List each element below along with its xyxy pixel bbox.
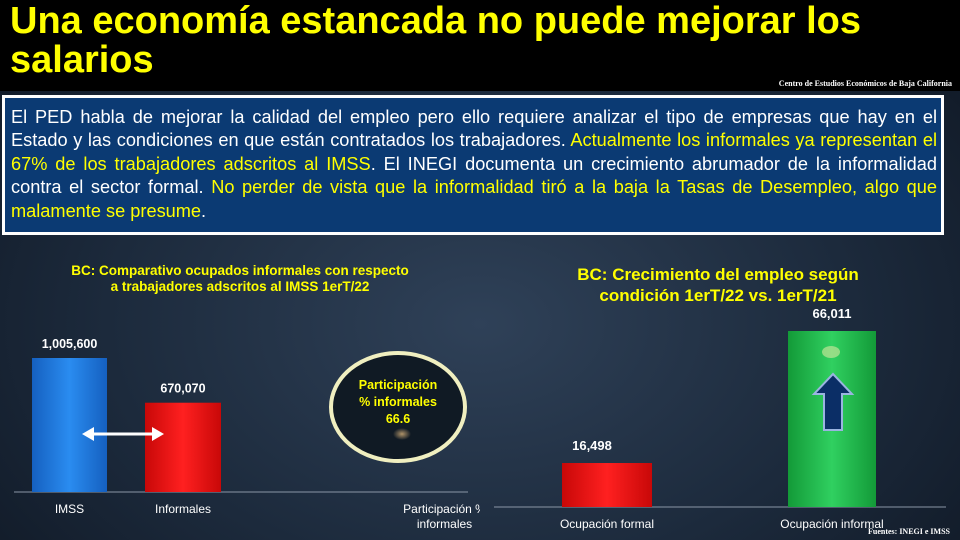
summary-highlight-1: Actualmente los informales ya representa…	[11, 130, 938, 174]
chart1-comparativo: 1,005,600 IMSS 670,070 Informales Participac…	[14, 337, 480, 531]
chart1-bar-informales	[145, 402, 221, 492]
chart1-category-label-informales: Informales	[155, 502, 211, 516]
title-band	[0, 0, 960, 91]
chart2-bar-ocupacion-formal	[562, 463, 652, 507]
up-arrow-icon	[811, 372, 855, 431]
summary-text-1: El PED habla de mejorar la calidad del e…	[11, 107, 937, 151]
page-title: Una economía estancada no puede mejorar …	[10, 0, 862, 81]
source-credit: Centro de Estudios Económicos de Baja Ca…	[778, 79, 952, 88]
chart1-category-label-imss: IMSS	[55, 502, 84, 516]
chart2-data-label-ocupacion-informal: 66,011	[812, 306, 851, 321]
chart2-category-label-ocupacion-formal: Ocupación formal	[560, 517, 654, 531]
summary-text-3: .	[201, 200, 207, 221]
chart2-bar-highlight	[822, 346, 840, 358]
chart1-data-label-imss: 1,005,600	[42, 337, 98, 351]
callout-line1: Participación	[359, 378, 438, 392]
participation-callout: Participación % informales 66.6	[329, 351, 467, 463]
chart1-category-label-participacion-informales: Participación % informales	[403, 502, 480, 531]
callout-value: 66.6	[386, 412, 410, 426]
callout-line2: % informales	[359, 395, 437, 409]
chart2-category-label-ocupacion-informal: Ocupación informal	[780, 517, 883, 531]
chart1-bar-imss	[32, 358, 107, 492]
footer-source: Fuentes: INEGI e IMSS	[868, 527, 951, 536]
summary-text-2: . El INEGI documenta un crecimiento abru…	[11, 153, 937, 198]
chart1-title: BC: Comparativo ocupados informales con …	[71, 263, 409, 294]
double-arrow-icon	[82, 427, 164, 441]
chart2-title: BC: Crecimiento del empleo según condici…	[577, 265, 859, 305]
chart2-data-label-ocupacion-formal: 16,498	[572, 438, 612, 453]
summary-highlight-2: No perder de vista que la informalidad t…	[11, 177, 938, 221]
chart1-data-label-informales: 670,070	[160, 382, 205, 396]
summary-text-box: El PED habla de mejorar la calidad del e…	[2, 95, 944, 235]
chart2-bar-ocupacion-informal	[788, 331, 876, 507]
